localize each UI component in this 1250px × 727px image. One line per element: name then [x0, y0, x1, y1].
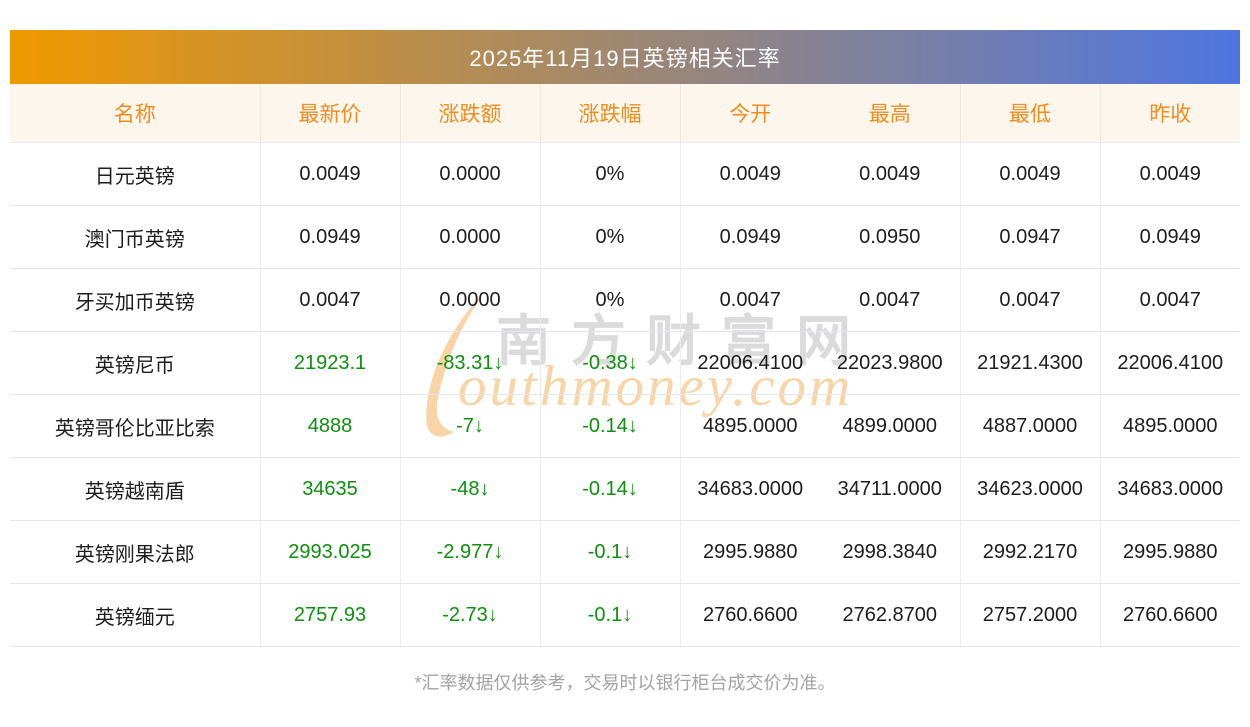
prev-close-cell: 34683.0000 — [1100, 457, 1240, 521]
exchange-rate-table: 名称 最新价 涨跌额 涨跌幅 今开 最高 最低 昨收 日元英镑 0.0049 0… — [10, 84, 1240, 647]
col-header-latest: 最新价 — [260, 84, 401, 143]
title-bar: 2025年11月19日英镑相关汇率 — [10, 30, 1240, 84]
low-cell: 0.0047 — [960, 268, 1101, 332]
change-percent-cell: 0% — [540, 142, 681, 206]
change-amount-cell: 0.0000 — [400, 205, 541, 269]
high-cell: 0.0047 — [820, 268, 961, 332]
open-cell: 2995.9880 — [680, 520, 820, 584]
table-row: 澳门币英镑 0.0949 0.0000 0% 0.0949 0.0950 0.0… — [10, 205, 1240, 269]
high-cell: 2998.3840 — [820, 520, 961, 584]
low-cell: 2757.2000 — [960, 583, 1101, 647]
page-title: 2025年11月19日英镑相关汇率 — [469, 46, 781, 71]
col-header-prev-close: 昨收 — [1100, 84, 1240, 143]
low-cell: 0.0947 — [960, 205, 1101, 269]
currency-name-cell: 澳门币英镑 — [10, 205, 261, 269]
high-cell: 4899.0000 — [820, 394, 961, 458]
currency-name-cell: 牙买加币英镑 — [10, 268, 261, 332]
change-amount-cell: -2.977↓ — [400, 520, 541, 584]
col-header-change-pct: 涨跌幅 — [540, 84, 681, 143]
open-cell: 0.0949 — [680, 205, 820, 269]
high-cell: 0.0950 — [820, 205, 961, 269]
change-percent-cell: -0.1↓ — [540, 520, 681, 584]
low-cell: 0.0049 — [960, 142, 1101, 206]
currency-name-cell: 英镑哥伦比亚比索 — [10, 394, 261, 458]
table-row: 日元英镑 0.0049 0.0000 0% 0.0049 0.0049 0.00… — [10, 142, 1240, 206]
col-header-open: 今开 — [680, 84, 820, 143]
prev-close-cell: 0.0049 — [1100, 142, 1240, 206]
high-cell: 22023.9800 — [820, 331, 961, 395]
change-percent-cell: -0.1↓ — [540, 583, 681, 647]
header-row: 名称 最新价 涨跌额 涨跌幅 今开 最高 最低 昨收 — [10, 84, 1240, 143]
change-percent-cell: -0.14↓ — [540, 457, 681, 521]
high-cell: 0.0049 — [820, 142, 961, 206]
table-row: 牙买加币英镑 0.0047 0.0000 0% 0.0047 0.0047 0.… — [10, 268, 1240, 332]
change-amount-cell: -83.31↓ — [400, 331, 541, 395]
col-header-name: 名称 — [10, 84, 261, 143]
change-amount-cell: 0.0000 — [400, 268, 541, 332]
open-cell: 4895.0000 — [680, 394, 820, 458]
change-amount-cell: -2.73↓ — [400, 583, 541, 647]
latest-price-cell: 4888 — [260, 394, 401, 458]
latest-price-cell: 34635 — [260, 457, 401, 521]
currency-name-cell: 英镑尼币 — [10, 331, 261, 395]
prev-close-cell: 2995.9880 — [1100, 520, 1240, 584]
currency-name-cell: 英镑越南盾 — [10, 457, 261, 521]
latest-price-cell: 0.0949 — [260, 205, 401, 269]
col-header-high: 最高 — [820, 84, 961, 143]
table-row: 英镑哥伦比亚比索 4888 -7↓ -0.14↓ 4895.0000 4899.… — [10, 394, 1240, 458]
latest-price-cell: 2993.025 — [260, 520, 401, 584]
low-cell: 2992.2170 — [960, 520, 1101, 584]
prev-close-cell: 0.0047 — [1100, 268, 1240, 332]
prev-close-cell: 4895.0000 — [1100, 394, 1240, 458]
change-percent-cell: -0.38↓ — [540, 331, 681, 395]
exchange-rate-panel: 2025年11月19日英镑相关汇率 南方财富网 outhmoney.com 名称… — [10, 30, 1240, 647]
open-cell: 0.0049 — [680, 142, 820, 206]
col-header-change: 涨跌额 — [400, 84, 541, 143]
currency-name-cell: 日元英镑 — [10, 142, 261, 206]
latest-price-cell: 0.0047 — [260, 268, 401, 332]
table-row: 英镑缅元 2757.93 -2.73↓ -0.1↓ 2760.6600 2762… — [10, 583, 1240, 647]
open-cell: 2760.6600 — [680, 583, 820, 647]
low-cell: 34623.0000 — [960, 457, 1101, 521]
open-cell: 0.0047 — [680, 268, 820, 332]
low-cell: 21921.4300 — [960, 331, 1101, 395]
prev-close-cell: 0.0949 — [1100, 205, 1240, 269]
change-percent-cell: 0% — [540, 205, 681, 269]
col-header-low: 最低 — [960, 84, 1101, 143]
change-percent-cell: 0% — [540, 268, 681, 332]
change-percent-cell: -0.14↓ — [540, 394, 681, 458]
change-amount-cell: -48↓ — [400, 457, 541, 521]
open-cell: 34683.0000 — [680, 457, 820, 521]
table-row: 英镑刚果法郎 2993.025 -2.977↓ -0.1↓ 2995.9880 … — [10, 520, 1240, 584]
latest-price-cell: 2757.93 — [260, 583, 401, 647]
table-row: 英镑越南盾 34635 -48↓ -0.14↓ 34683.0000 34711… — [10, 457, 1240, 521]
disclaimer-text: *汇率数据仅供参考，交易时以银行柜台成交价为准。 — [414, 673, 836, 693]
high-cell: 2762.8700 — [820, 583, 961, 647]
currency-name-cell: 英镑刚果法郎 — [10, 520, 261, 584]
change-amount-cell: -7↓ — [400, 394, 541, 458]
open-cell: 22006.4100 — [680, 331, 820, 395]
change-amount-cell: 0.0000 — [400, 142, 541, 206]
table-row: 英镑尼币 21923.1 -83.31↓ -0.38↓ 22006.4100 2… — [10, 331, 1240, 395]
prev-close-cell: 2760.6600 — [1100, 583, 1240, 647]
latest-price-cell: 0.0049 — [260, 142, 401, 206]
currency-name-cell: 英镑缅元 — [10, 583, 261, 647]
latest-price-cell: 21923.1 — [260, 331, 401, 395]
low-cell: 4887.0000 — [960, 394, 1101, 458]
high-cell: 34711.0000 — [820, 457, 961, 521]
prev-close-cell: 22006.4100 — [1100, 331, 1240, 395]
